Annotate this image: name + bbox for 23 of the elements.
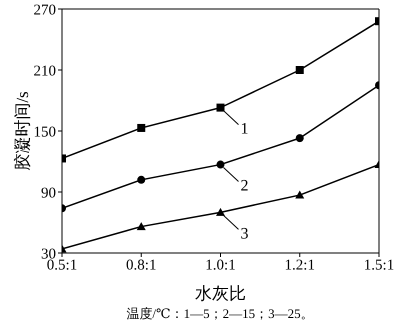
y-tick-label: 150 [34, 124, 56, 140]
x-tick-label: 1.0:1 [205, 258, 236, 274]
point [295, 190, 304, 199]
x-tick-label: 1.5:1 [364, 258, 394, 274]
point [296, 66, 304, 74]
x-tick-label: 1.2:1 [284, 258, 315, 274]
point [216, 208, 225, 216]
point [137, 124, 146, 132]
point [216, 160, 224, 169]
point [216, 104, 224, 112]
y-tick-label: 90 [41, 185, 56, 202]
point [137, 176, 146, 184]
y-tick-label: 210 [34, 63, 56, 80]
y-tick-label: 270 [34, 2, 56, 18]
y-axis-title: 胶凝时间/s [13, 91, 32, 171]
point [296, 134, 304, 142]
legend-label: 2 [240, 178, 248, 195]
text: 温度/℃：1—5；2—15；3—25。 [125, 305, 315, 323]
point [136, 222, 146, 230]
legend-label: 3 [240, 225, 248, 242]
x-axis-title: 水灰比 [195, 284, 246, 303]
x-tick-label: 0.8:1 [126, 258, 156, 274]
legend-label: 1 [240, 120, 248, 138]
